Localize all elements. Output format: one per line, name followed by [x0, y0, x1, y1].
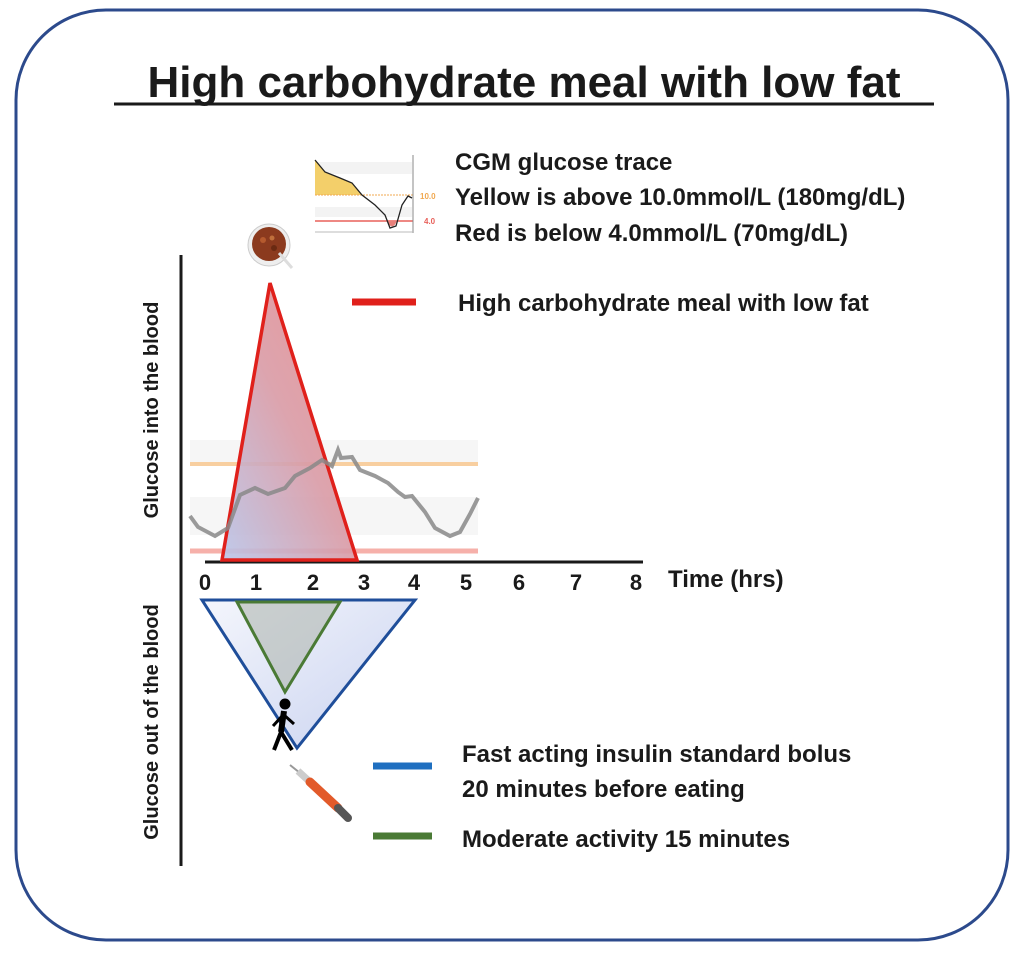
x-tick-label: 0	[199, 570, 211, 595]
x-tick-label: 5	[460, 570, 472, 595]
insulin-legend-line1: Fast acting insulin standard bolus	[462, 741, 851, 768]
x-axis-label: Time (hrs)	[668, 566, 784, 593]
x-tick-label: 2	[307, 570, 319, 595]
meal-glucose-triangle	[219, 282, 360, 562]
x-tick-label: 6	[513, 570, 525, 595]
food-bowl-icon	[247, 223, 294, 269]
cgm-legend-line2: Yellow is above 10.0mmol/L (180mg/dL)	[455, 184, 905, 211]
activity-triangle	[234, 600, 343, 696]
cgm-legend-line3: Red is below 4.0mmol/L (70mg/dL)	[455, 220, 848, 247]
insulin-pen-icon	[289, 764, 352, 822]
cgm-glucose-trace	[188, 444, 480, 539]
x-tick-label: 4	[408, 570, 421, 595]
y-axis-label-top: Glucose into the blood	[141, 302, 163, 519]
title: High carbohydrate meal with low fat	[147, 58, 900, 107]
walking-person-icon	[271, 698, 296, 752]
x-tick-label: 1	[250, 570, 262, 595]
cgm-thumb-high-label: 10.0	[420, 192, 436, 201]
meal-legend-label: High carbohydrate meal with low fat	[458, 290, 869, 317]
insulin-legend-line2: 20 minutes before eating	[462, 776, 745, 803]
x-tick-label: 3	[358, 570, 370, 595]
y-axis-label-bottom: Glucose out of the blood	[141, 604, 163, 840]
activity-legend-label: Moderate activity 15 minutes	[462, 826, 790, 853]
cgm-thumbnail: 10.0 4.0	[314, 155, 436, 233]
x-tick-label: 8	[630, 570, 642, 595]
x-tick-label: 7	[570, 570, 582, 595]
cgm-legend-line1: CGM glucose trace	[455, 149, 672, 176]
cgm-thumb-low-label: 4.0	[424, 217, 436, 226]
